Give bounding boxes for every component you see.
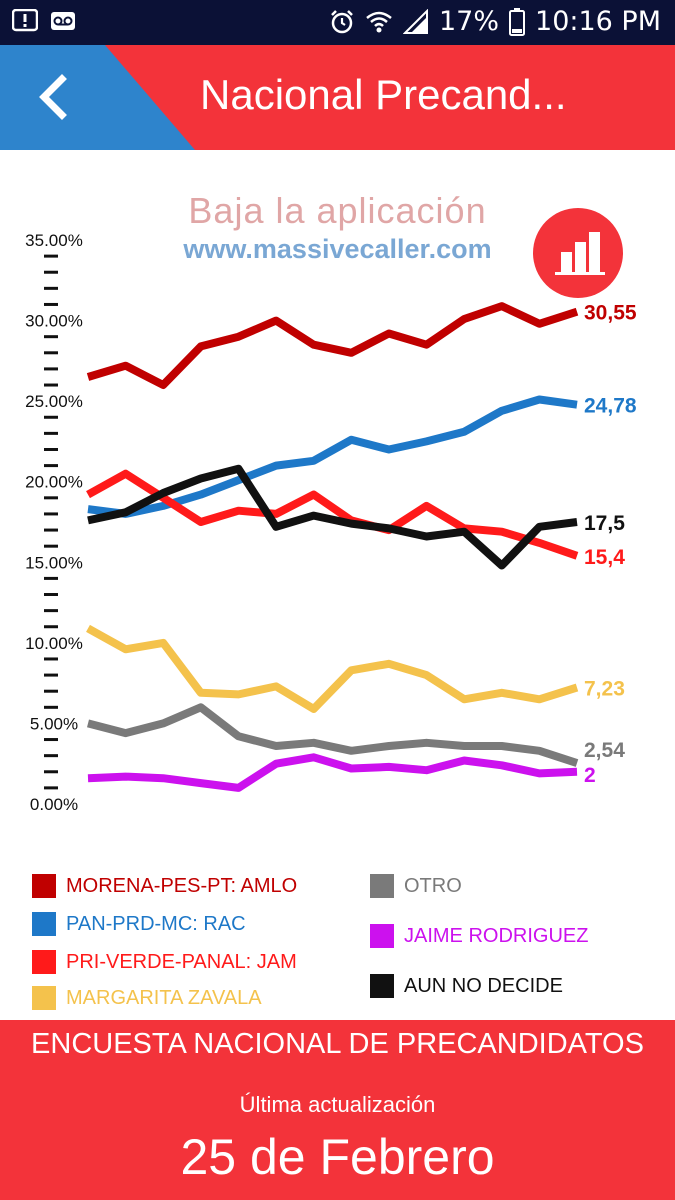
app-header: Nacional Precand... xyxy=(0,45,675,150)
wifi-icon xyxy=(366,11,392,32)
chart-area: Baja la aplicación www.massivecaller.com… xyxy=(0,150,675,820)
alert-notification-icon xyxy=(12,9,38,32)
legend-label: OTRO xyxy=(404,874,462,897)
back-button[interactable] xyxy=(28,69,84,125)
y-tick-label: 5.00% xyxy=(30,714,78,733)
status-bar: 17% 10:16 PM xyxy=(0,0,675,45)
series-line-6 xyxy=(87,753,578,792)
y-tick-label: 0.00% xyxy=(30,795,78,814)
legend-item: MORENA-PES-PT: AMLO xyxy=(32,874,297,898)
legend-label: AUN NO DECIDE xyxy=(404,974,563,997)
series-end-label: 7,23 xyxy=(584,677,625,700)
last-update-label: Última actualización xyxy=(239,1092,436,1117)
legend-swatch xyxy=(370,874,394,898)
legend-item: PRI-VERDE-PANAL: JAM xyxy=(32,950,297,974)
y-tick-label: 15.00% xyxy=(25,553,83,572)
series-end-label: 2 xyxy=(584,764,596,787)
clock: 10:16 PM xyxy=(535,6,661,37)
y-tick-label: 35.00% xyxy=(25,231,83,250)
system-status: 17% 10:16 PM xyxy=(329,6,661,37)
battery-percent: 17% xyxy=(439,6,500,37)
alarm-icon xyxy=(331,9,353,33)
series-end-label: 15,4 xyxy=(584,546,625,569)
legend-label: JAIME RODRIGUEZ xyxy=(404,924,589,947)
y-tick-label: 10.00% xyxy=(25,634,83,653)
voicemail-icon xyxy=(51,12,75,30)
page-title: Nacional Precand... xyxy=(200,71,567,118)
series-line-3 xyxy=(87,464,578,570)
footer-banner: ENCUESTA NACIONAL DE PRECANDIDATOS Últim… xyxy=(0,1020,675,1200)
legend-item: PAN-PRD-MC: RAC xyxy=(32,912,246,936)
series-end-label: 30,55 xyxy=(584,302,637,325)
series-line-4 xyxy=(86,624,579,713)
legend-swatch xyxy=(370,974,394,998)
legend-item: AUN NO DECIDE xyxy=(370,974,563,998)
legend-item: JAIME RODRIGUEZ xyxy=(370,924,588,948)
series-end-label: 2,54 xyxy=(584,739,625,762)
legend-label: MARGARITA ZAVALA xyxy=(66,986,262,1009)
notification-icons xyxy=(12,9,76,33)
y-tick-label: 20.00% xyxy=(25,473,83,492)
survey-title: ENCUESTA NACIONAL DE PRECANDIDATOS xyxy=(31,1028,644,1060)
battery-icon xyxy=(509,7,526,36)
legend-label: PRI-VERDE-PANAL: JAM xyxy=(66,950,297,973)
line-chart: 0.00% 5.00% 10.00% 15.00% 20.00% 25.00% 30.00%… xyxy=(25,231,637,814)
promo-text: Baja la aplicación xyxy=(188,190,487,231)
signal-icon xyxy=(403,8,428,34)
promo-url[interactable]: www.massivecaller.com xyxy=(183,234,492,264)
legend-swatch xyxy=(32,986,56,1010)
chart-legend: MORENA-PES-PT: AMLO PAN-PRD-MC: RAC PRI-VE… xyxy=(0,860,675,1020)
series-line-5 xyxy=(87,703,579,767)
series-end-label: 17,5 xyxy=(584,512,625,535)
series-line-2 xyxy=(86,469,579,560)
header-blue-panel xyxy=(0,45,195,150)
legend-item: OTRO xyxy=(370,874,462,898)
legend-swatch xyxy=(32,912,56,936)
legend-label: PAN-PRD-MC: RAC xyxy=(66,912,246,935)
series-line-0 xyxy=(86,302,579,389)
y-tick-label: 25.00% xyxy=(25,392,83,411)
legend-item: MARGARITA ZAVALA xyxy=(32,986,262,1010)
legend-swatch xyxy=(370,924,394,948)
legend-label: MORENA-PES-PT: AMLO xyxy=(66,874,298,897)
app-download-button[interactable] xyxy=(533,208,623,298)
last-update-date: 25 de Febrero xyxy=(180,1129,495,1185)
legend-swatch xyxy=(32,950,56,974)
series-end-label: 24,78 xyxy=(584,395,637,418)
legend-swatch xyxy=(32,874,56,898)
bar-chart-icon xyxy=(555,232,605,275)
y-tick-label: 30.00% xyxy=(25,312,83,331)
